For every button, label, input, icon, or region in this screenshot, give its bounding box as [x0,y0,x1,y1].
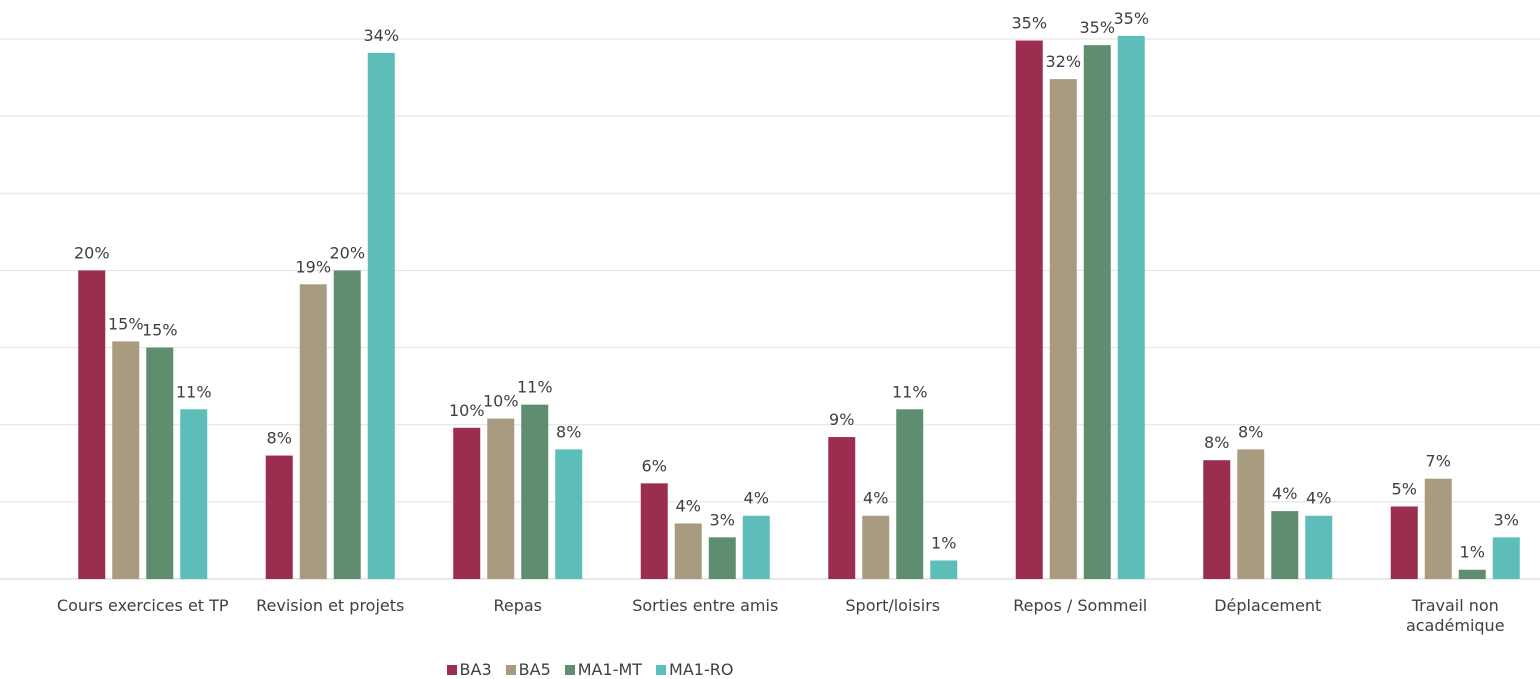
bar [640,483,668,579]
data-label: 8% [1238,422,1263,441]
data-label: 10% [483,392,519,411]
bar [265,455,293,579]
data-label: 11% [176,382,212,401]
data-label: 8% [267,429,292,448]
data-label: 20% [329,243,365,262]
legend-item: MA1-MT [564,660,643,679]
bar [930,560,958,579]
data-label: 4% [863,489,888,508]
data-label: 4% [676,496,701,515]
bar [1305,515,1333,579]
data-label: 11% [517,378,553,397]
bar [1271,511,1299,579]
bar [828,437,856,579]
data-label: 6% [642,456,667,475]
bar [112,341,140,579]
data-label: 5% [1392,479,1417,498]
data-label: 3% [710,510,735,529]
data-label: 8% [1204,433,1229,452]
bar [453,427,481,579]
legend-item: BA3 [446,660,492,679]
data-label: 4% [744,489,769,508]
data-label: 11% [892,382,928,401]
x-tick-label: Revision et projets [256,596,405,615]
x-tick-label: Sorties entre amis [632,596,779,615]
data-label: 19% [295,257,331,276]
bar [367,52,395,579]
bar [521,404,549,579]
bar [1458,569,1486,579]
legend-swatch [564,664,575,675]
bar [487,418,515,579]
x-tick-label: Sport/loisirs [845,596,941,615]
bar [1083,45,1111,579]
bar [146,347,174,579]
legend-swatch [446,664,457,675]
x-tick-label: Repos / Sommeil [1013,596,1148,615]
legend-item: BA5 [505,660,551,679]
bar [1049,79,1077,579]
data-label: 20% [74,243,110,262]
data-label: 3% [1494,510,1519,529]
data-label: 15% [108,314,144,333]
data-label: 1% [1460,543,1485,562]
data-label: 1% [931,533,956,552]
data-label: 9% [829,410,854,429]
bar [1203,460,1231,579]
bar [1424,478,1452,579]
x-tick-label: Cours exercices et TP [56,596,229,615]
legend-label: MA1-RO [669,660,734,679]
legend-label: BA3 [459,660,492,679]
bar [1117,35,1145,579]
bar [1015,40,1043,580]
data-label: 15% [142,321,178,340]
data-label: 35% [1079,18,1115,37]
bar [555,449,583,579]
legend-item: MA1-RO [656,660,733,679]
data-label: 4% [1272,484,1297,503]
legend-label: BA5 [518,660,551,679]
x-tick-label: Travail non académique [1405,596,1505,635]
legend: BA3 BA5 MA1-MT MA1-RO [0,660,1180,679]
bar [674,523,702,579]
legend-label: MA1-MT [577,660,643,679]
legend-swatch [505,664,516,675]
bar [299,284,327,579]
x-tick-label: Repas [493,596,543,615]
legend-swatch [656,664,667,675]
data-label: 4% [1306,489,1331,508]
data-label: 32% [1045,52,1081,71]
bar [742,515,770,579]
bar [708,537,736,579]
data-label: 34% [363,26,399,45]
bar [862,515,890,579]
x-tick-label: Déplacement [1214,596,1322,615]
data-label: 35% [1113,9,1149,28]
bar [1492,537,1520,579]
bar [1390,506,1418,579]
bar [1237,449,1265,579]
data-label: 10% [449,401,485,420]
bar [896,409,924,579]
data-label: 8% [556,422,581,441]
bar [333,270,361,579]
bar [180,409,208,579]
data-label: 7% [1426,452,1451,471]
bar [78,270,106,579]
data-label: 35% [1011,14,1047,33]
